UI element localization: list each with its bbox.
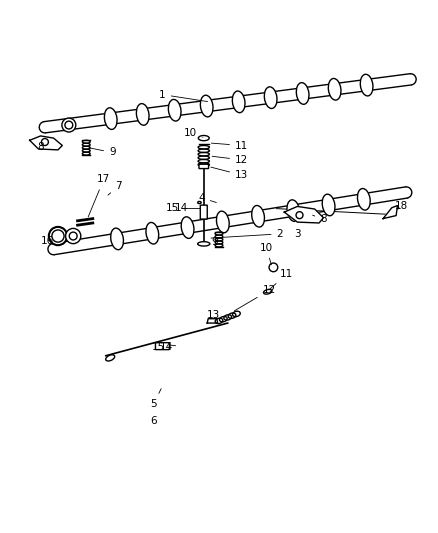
Ellipse shape [136,103,149,125]
Ellipse shape [198,201,201,204]
Text: 15: 15 [152,342,165,352]
Text: 14: 14 [174,203,187,213]
Ellipse shape [287,200,300,221]
Ellipse shape [49,227,67,245]
Text: 18: 18 [395,201,408,212]
Ellipse shape [232,91,245,112]
Text: 17: 17 [88,174,110,217]
Text: 11: 11 [211,141,248,150]
Text: 3: 3 [294,229,300,239]
Text: 7: 7 [108,181,122,195]
Ellipse shape [357,189,370,210]
Text: 5: 5 [150,389,161,409]
Polygon shape [207,319,218,323]
FancyBboxPatch shape [200,205,207,219]
Ellipse shape [181,217,194,238]
Ellipse shape [104,108,117,130]
Text: 14: 14 [160,342,173,352]
Polygon shape [30,136,62,150]
FancyBboxPatch shape [155,343,170,350]
Ellipse shape [200,95,213,117]
Polygon shape [383,206,397,219]
Ellipse shape [62,118,76,132]
Text: 16: 16 [40,236,54,246]
Text: 10: 10 [260,243,273,265]
Text: 4: 4 [198,193,216,203]
Ellipse shape [297,83,309,104]
Text: 13: 13 [211,167,248,180]
Ellipse shape [328,78,341,100]
Text: 8: 8 [37,142,44,152]
Polygon shape [284,206,323,223]
Ellipse shape [252,206,265,227]
Ellipse shape [111,228,124,249]
FancyBboxPatch shape [199,164,208,168]
Text: 9: 9 [212,237,218,247]
Ellipse shape [360,74,373,96]
Text: 9: 9 [89,148,116,157]
Text: 12: 12 [234,286,276,311]
Ellipse shape [66,229,81,244]
Ellipse shape [69,232,77,240]
Ellipse shape [198,135,209,141]
Text: 10: 10 [184,128,203,139]
Text: 1: 1 [159,90,208,102]
Ellipse shape [106,355,115,361]
Ellipse shape [264,289,272,294]
Text: 6: 6 [150,416,157,426]
Ellipse shape [52,230,64,242]
Ellipse shape [168,100,181,121]
Text: 8: 8 [313,214,327,224]
Circle shape [42,139,48,146]
Ellipse shape [65,121,73,129]
Ellipse shape [264,87,277,109]
Circle shape [269,263,278,272]
Circle shape [296,212,303,219]
Text: 15: 15 [166,203,179,213]
Text: 2: 2 [211,229,283,239]
Text: 13: 13 [207,310,220,320]
Text: 11: 11 [269,269,293,290]
Ellipse shape [322,194,335,216]
Ellipse shape [216,211,229,233]
Text: 12: 12 [212,155,248,165]
Ellipse shape [146,222,159,244]
Ellipse shape [198,241,210,246]
